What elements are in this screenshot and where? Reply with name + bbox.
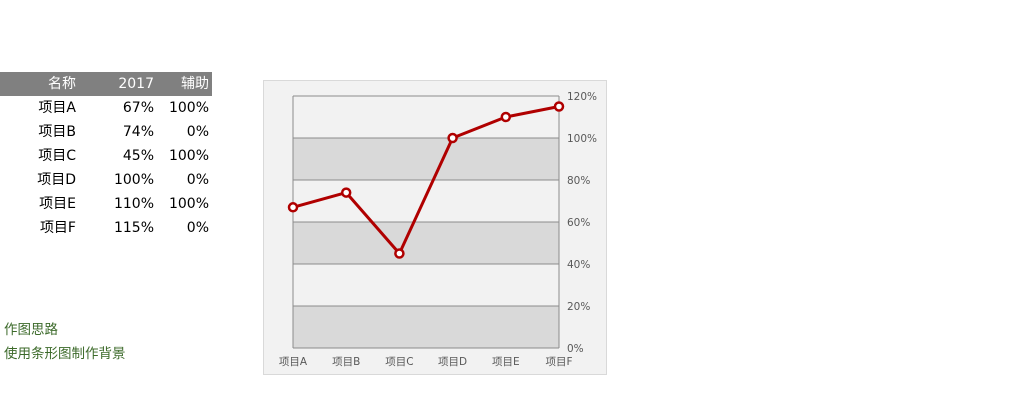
x-tick-label: 项目A — [279, 356, 308, 368]
data-point — [287, 202, 299, 213]
x-tick-label: 项目F — [545, 356, 572, 368]
cell-helper: 100% — [168, 100, 209, 116]
series-line — [292, 105, 560, 255]
cell-name: 项目A — [38, 100, 76, 116]
background-band — [293, 138, 559, 180]
header-name: 名称 — [48, 76, 76, 92]
data-table: 名称 2017 辅助 项目A 67% 100% 项目B 74% 0% 项目C 4… — [0, 72, 212, 240]
background-band — [293, 306, 559, 348]
cell-helper: 0% — [186, 220, 209, 236]
cell-value: 115% — [113, 220, 154, 236]
header-2017: 2017 — [118, 76, 154, 92]
data-point — [340, 187, 352, 198]
x-tick-label: 项目E — [492, 356, 520, 368]
x-tick-label: 项目B — [332, 356, 360, 368]
note-description: 使用条形图制作背景 — [4, 346, 126, 362]
y-tick-label: 80% — [567, 175, 590, 187]
table-row: 项目A 67% 100% — [0, 96, 212, 120]
cell-name: 项目B — [38, 124, 76, 140]
background-band — [293, 222, 559, 264]
y-tick-label: 120% — [567, 91, 597, 103]
cell-value: 110% — [113, 196, 154, 212]
note-title: 作图思路 — [4, 322, 58, 338]
cell-value: 100% — [113, 172, 154, 188]
background-band — [293, 180, 559, 222]
cell-helper: 0% — [186, 124, 209, 140]
table-row: 项目B 74% 0% — [0, 120, 212, 144]
cell-name: 项目C — [38, 148, 76, 164]
data-point — [553, 101, 565, 112]
table-row: 项目C 45% 100% — [0, 144, 212, 168]
header-helper: 辅助 — [181, 76, 209, 92]
table-row: 项目F 115% 0% — [0, 216, 212, 240]
cell-name: 项目F — [39, 220, 76, 236]
y-tick-label: 0% — [567, 343, 584, 355]
cell-value: 67% — [122, 100, 154, 116]
cell-helper: 0% — [186, 172, 209, 188]
cell-helper: 100% — [168, 196, 209, 212]
cell-value: 45% — [122, 148, 154, 164]
y-tick-label: 40% — [567, 259, 590, 271]
table-header-row: 名称 2017 辅助 — [0, 72, 212, 96]
table-row: 项目D 100% 0% — [0, 168, 212, 192]
cell-name: 项目D — [37, 172, 76, 188]
data-point — [394, 248, 405, 259]
cell-name: 项目E — [39, 196, 76, 212]
y-tick-label: 20% — [567, 301, 590, 313]
x-tick-label: 项目C — [385, 356, 413, 368]
line-chart: 0% 20% 40% 60% 80% 100% 120% 项目A 项目B 项目C 项目D 项目E 项目… — [279, 91, 597, 368]
data-point — [447, 132, 458, 144]
cell-value: 74% — [122, 124, 154, 140]
y-tick-label: 100% — [567, 133, 597, 145]
cell-helper: 100% — [168, 148, 209, 164]
table-row: 项目E 110% 100% — [0, 192, 212, 216]
data-point — [500, 111, 512, 123]
background-band — [293, 264, 559, 306]
y-tick-label: 60% — [567, 217, 590, 229]
x-tick-label: 项目D — [438, 356, 467, 368]
background-band — [293, 96, 559, 138]
